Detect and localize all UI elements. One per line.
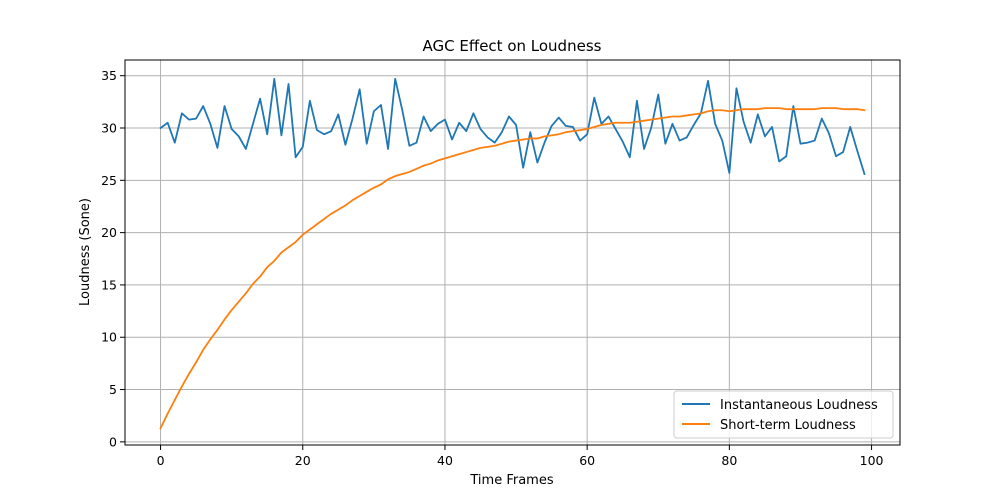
series-line-short-term bbox=[159, 107, 866, 430]
legend-label-short-term: Short-term Loudness bbox=[720, 418, 856, 433]
y-tick-label: 15 bbox=[101, 277, 117, 292]
y-tick-label: 35 bbox=[101, 68, 117, 83]
y-tick-label: 30 bbox=[101, 121, 117, 136]
x-tick-label: 60 bbox=[579, 453, 595, 468]
series-line-instantaneous bbox=[159, 77, 866, 176]
grid-lines bbox=[125, 60, 900, 445]
y-tick-label: 0 bbox=[109, 434, 117, 449]
y-tick-label: 20 bbox=[101, 225, 117, 240]
plot-frame bbox=[124, 59, 901, 446]
legend-label-instantaneous: Instantaneous Loudness bbox=[720, 398, 878, 413]
axis-ticks: 0 20 40 60 80 100 0 5 10 15 20 25 30 35 bbox=[101, 68, 883, 468]
x-tick-label: 20 bbox=[295, 453, 311, 468]
series-lines bbox=[159, 77, 866, 430]
x-axis-label: Time Frames bbox=[469, 473, 553, 488]
y-axis-label: Loudness (Sone) bbox=[78, 198, 93, 306]
x-tick-label: 80 bbox=[721, 453, 737, 468]
chart-title: AGC Effect on Loudness bbox=[423, 37, 602, 55]
y-tick-label: 25 bbox=[101, 173, 117, 188]
x-tick-label: 40 bbox=[437, 453, 453, 468]
legend-box bbox=[673, 390, 894, 439]
y-tick-label: 5 bbox=[109, 382, 117, 397]
legend: Instantaneous Loudness Short-term Loudne… bbox=[673, 390, 894, 439]
x-tick-label: 0 bbox=[157, 453, 165, 468]
x-tick-label: 100 bbox=[860, 453, 884, 468]
y-tick-label: 10 bbox=[101, 330, 117, 345]
